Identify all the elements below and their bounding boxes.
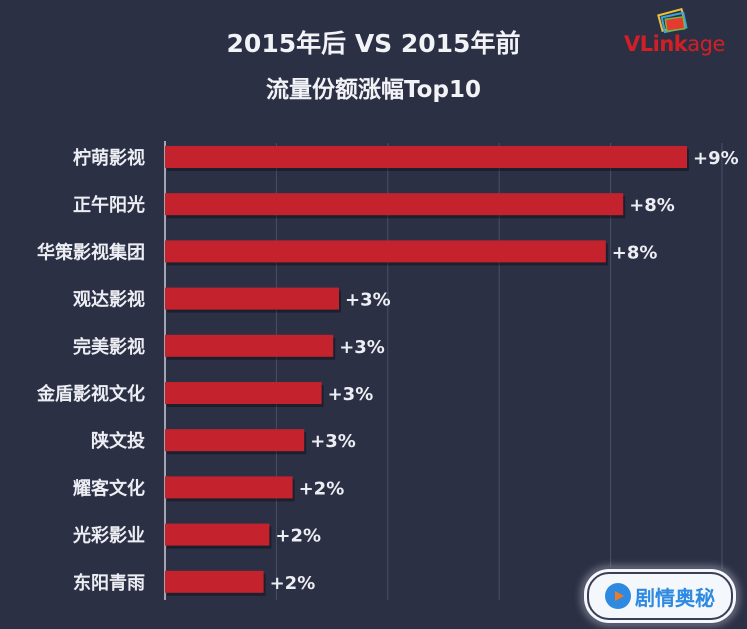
badge-text: 剧情奥秘 bbox=[635, 585, 715, 610]
category-label: 金盾影视文化 bbox=[36, 383, 145, 405]
bar bbox=[165, 193, 624, 216]
data-label: +3% bbox=[310, 431, 356, 452]
film-frames-icon bbox=[657, 8, 688, 34]
chart-subtitle: 流量份额涨幅Top10 bbox=[266, 77, 481, 103]
drama-secrets-badge: 剧情奥秘 bbox=[587, 572, 733, 620]
logo-text-thin: age bbox=[687, 32, 725, 56]
category-label: 耀客文化 bbox=[73, 477, 145, 499]
category-label: 完美影视 bbox=[73, 336, 145, 358]
data-label: +8% bbox=[612, 242, 658, 263]
category-label: 光彩影业 bbox=[72, 525, 145, 547]
bar bbox=[165, 570, 264, 593]
data-label: +3% bbox=[339, 337, 385, 358]
data-label: +2% bbox=[275, 526, 321, 547]
bar bbox=[165, 476, 293, 499]
chart-title: 2015年后 VS 2015年前 bbox=[226, 29, 521, 58]
category-label: 柠萌影视 bbox=[73, 147, 145, 169]
vlinkage-logo: VLinkage bbox=[624, 8, 744, 58]
play-circle-icon bbox=[605, 583, 631, 609]
category-label: 陕文投 bbox=[91, 430, 145, 452]
bar bbox=[165, 240, 606, 263]
category-label: 东阳青雨 bbox=[73, 572, 145, 594]
category-label: 观达影视 bbox=[73, 289, 145, 311]
bar bbox=[165, 146, 687, 168]
data-label: +3% bbox=[328, 384, 374, 405]
data-label: +2% bbox=[299, 478, 345, 499]
logo-text-bold: VLink bbox=[624, 32, 688, 56]
category-label: 华策影视集团 bbox=[37, 241, 145, 263]
data-label: +8% bbox=[629, 195, 675, 216]
bar bbox=[165, 429, 305, 452]
bar bbox=[165, 334, 334, 357]
bar bbox=[165, 287, 339, 310]
data-label: +2% bbox=[270, 573, 316, 594]
category-label: 正午阳光 bbox=[73, 194, 145, 216]
bar bbox=[165, 382, 322, 404]
data-label: +9% bbox=[693, 148, 739, 169]
bar bbox=[165, 523, 270, 546]
data-label: +3% bbox=[345, 290, 391, 311]
